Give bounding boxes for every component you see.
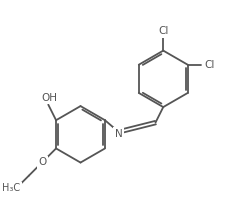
Text: O: O	[38, 157, 47, 167]
Text: H₃C: H₃C	[2, 183, 20, 193]
Text: Cl: Cl	[204, 60, 214, 70]
Text: N: N	[115, 129, 122, 139]
Text: OH: OH	[41, 93, 57, 103]
Text: Cl: Cl	[158, 26, 169, 36]
